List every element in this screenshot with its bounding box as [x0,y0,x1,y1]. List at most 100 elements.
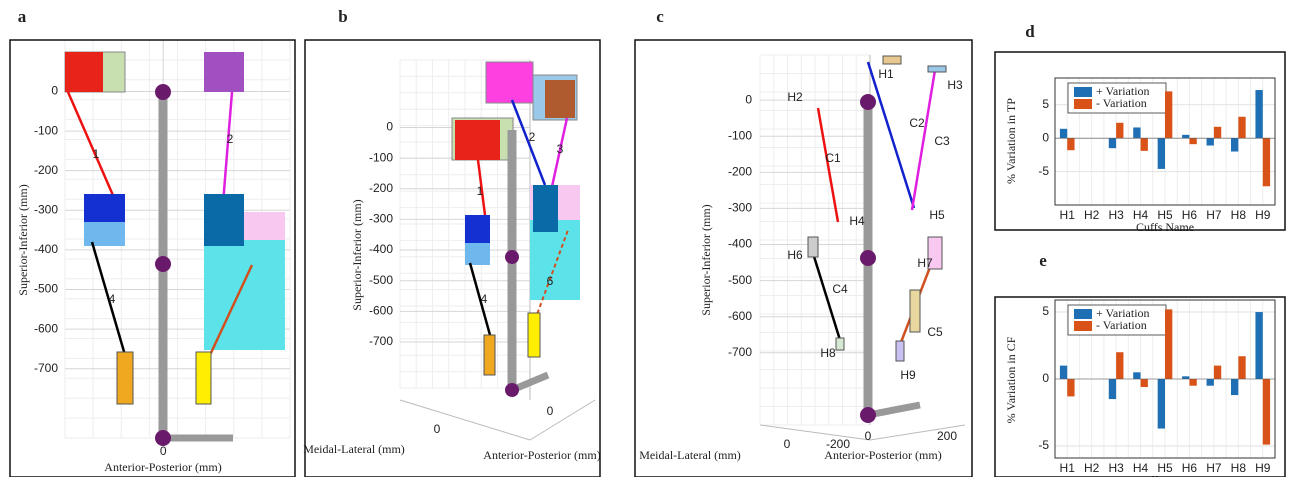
z-tick-label: 0 [434,422,441,436]
point-cloud [465,215,490,243]
joint [505,250,519,264]
bar [1067,379,1074,396]
point-cloud [545,80,575,118]
bar [1060,129,1067,138]
bar [1067,138,1074,150]
annotation: 2 [529,130,536,144]
annotation: H1 [878,67,894,81]
point-cloud [84,194,125,222]
x-tick-label: 200 [937,429,957,443]
y-tick-label: 0 [1042,130,1049,144]
y-tick-label: -300 [728,201,752,215]
bar [1189,379,1196,386]
bar [1158,138,1165,169]
bar [1255,312,1262,379]
joint [860,407,876,423]
y-tick-label: -600 [369,304,393,318]
cuff [910,290,920,332]
cuff [836,338,844,350]
bar [1231,138,1238,151]
bar [1141,138,1148,151]
point-cloud [204,194,244,246]
panel-frame [995,52,1285,230]
y-tick-label: 5 [1042,304,1049,318]
y-tick-label: -300 [369,212,393,226]
y-tick-label: -700 [369,334,393,348]
y-tick-label: -700 [728,345,752,359]
bar [1165,309,1172,379]
annotation: C5 [927,325,943,339]
cube [486,62,533,103]
panel-letter: c [656,7,664,26]
point-cloud [204,52,244,92]
wall-edge [400,400,530,440]
bar [1263,379,1270,445]
x-tick-label: H3 [1108,461,1124,475]
legend-swatch [1074,99,1092,109]
bar [1109,379,1116,399]
y-axis-label: Superior-Inferior (mm) [16,184,30,295]
joint [155,84,171,100]
bar [1207,138,1214,145]
annotation: 4 [481,292,488,306]
cable [912,70,935,210]
bar [1060,366,1067,379]
y-tick-label: -100 [369,150,393,164]
y-tick-label: -500 [34,282,58,296]
cuff [928,66,946,72]
y-tick-label: -500 [728,273,752,287]
y-tick-label: -100 [34,123,58,137]
y-tick-label: -600 [34,321,58,335]
z-tick-label: 0 [784,437,791,451]
x-tick-label: 0 [160,444,167,458]
y-tick-label: 0 [386,120,393,134]
annotation: H2 [787,90,803,104]
point-cloud [533,185,558,232]
annotation: 1 [477,184,484,198]
joint [860,250,876,266]
annotation: C2 [909,116,925,130]
bar [1189,138,1196,144]
x-tick-label: H1 [1060,208,1076,222]
annotation: H9 [900,368,916,382]
x-axis-label: Cuffs Name [1136,220,1194,234]
legend-swatch [1074,309,1092,319]
y-tick-label: -200 [369,181,393,195]
z-axis-label: Meidal-Lateral (mm) [303,442,405,456]
legend-label: - Variation [1096,96,1147,110]
point-cloud [65,52,103,92]
y-tick-label: 0 [745,92,752,106]
y-tick-label: -700 [34,361,58,375]
y-tick-label: -400 [34,242,58,256]
bar [1231,379,1238,395]
bar [1263,138,1270,186]
x-tick-label: H3 [1108,208,1124,222]
wall-edge [760,425,870,440]
bar [1238,117,1245,138]
y-axis-label: % Variation in TP [1004,98,1018,184]
x-axis-label: Anterior-Posterior (mm) [824,448,941,462]
annotation: 4 [109,292,116,306]
annotation: H7 [917,256,933,270]
annotation: 3 [557,142,564,156]
x-tick-label: H8 [1231,461,1247,475]
z-axis-label: Meidal-Lateral (mm) [639,448,741,462]
joint [860,94,876,110]
panel-letter: b [338,7,347,26]
cuff [196,352,211,404]
cable [868,62,914,208]
bar [1116,123,1123,138]
bar [1158,379,1165,429]
panel-letter: d [1025,22,1035,41]
wall-edge [530,400,595,440]
cuff [528,313,540,357]
x-tick-label: H7 [1206,208,1222,222]
bar [1165,91,1172,138]
annotation: H4 [849,214,865,228]
x-tick-label: 0 [547,404,554,418]
legend-label: - Variation [1096,318,1147,332]
cuff [484,335,495,375]
x-tick-label: H9 [1255,461,1271,475]
cuff [883,56,901,64]
annotation: H6 [787,248,803,262]
